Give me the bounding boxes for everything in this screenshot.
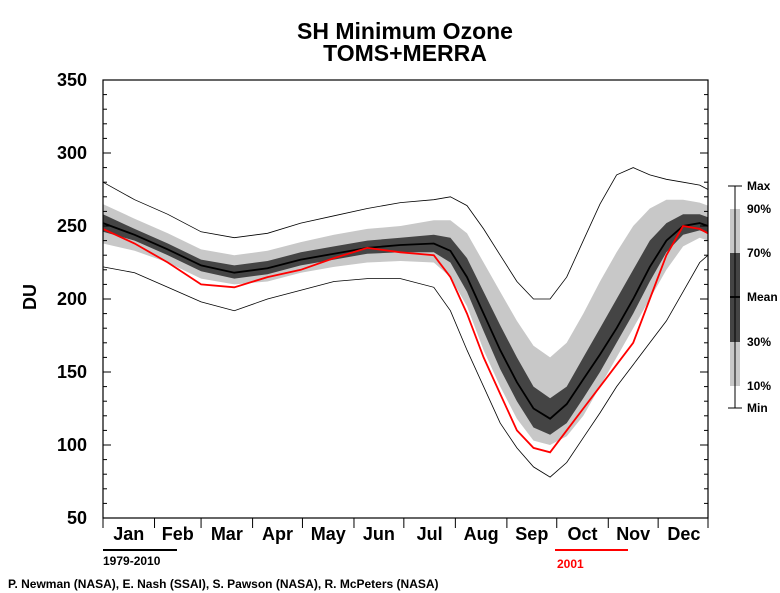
y-tick-label: 50 — [67, 508, 87, 528]
x-month-label: Dec — [667, 524, 700, 544]
y-axis-label: DU — [20, 284, 40, 310]
y-tick-label: 200 — [57, 289, 87, 309]
legend-label: Mean — [747, 290, 778, 304]
plot-area — [102, 167, 709, 478]
y-tick-label: 300 — [57, 143, 87, 163]
x-month-label: Sep — [515, 524, 548, 544]
x-month-label: Jul — [417, 524, 443, 544]
series-min — [102, 254, 709, 478]
series-2001 — [102, 225, 709, 454]
climatology-period-label: 1979-2010 — [103, 554, 161, 568]
legend-label: Max — [747, 179, 771, 193]
y-tick-label: 350 — [57, 70, 87, 90]
x-month-label: Oct — [568, 524, 598, 544]
series-max — [102, 167, 709, 300]
legend: Max 90% 70% Mean 30% 10% Min — [728, 179, 778, 415]
chart-title: SH Minimum Ozone — [297, 18, 513, 44]
x-month-label: Mar — [211, 524, 243, 544]
credits: P. Newman (NASA), E. Nash (SSAI), S. Paw… — [8, 577, 439, 591]
legend-label: Min — [747, 401, 768, 415]
x-month-label: Jan — [113, 524, 144, 544]
x-month-label: Jun — [363, 524, 395, 544]
series-mean — [102, 222, 709, 420]
legend-label: 90% — [747, 202, 771, 216]
x-month-label: Nov — [616, 524, 650, 544]
legend-label: 30% — [747, 335, 771, 349]
x-month-label: Apr — [262, 524, 293, 544]
highlight-year-label: 2001 — [557, 557, 584, 571]
legend-label: 10% — [747, 379, 771, 393]
y-tick-label: 100 — [57, 435, 87, 455]
band-10-90 — [103, 199, 708, 445]
x-month-label: Feb — [162, 524, 194, 544]
axes: 50 100 150 200 250 300 350 Jan Feb Mar Apr May Jun Ju… — [57, 70, 709, 544]
x-month-label: Aug — [464, 524, 499, 544]
x-month-label: May — [311, 524, 346, 544]
y-tick-label: 250 — [57, 216, 87, 236]
legend-label: 70% — [747, 246, 771, 260]
chart-subtitle: TOMS+MERRA — [323, 40, 487, 66]
y-tick-label: 150 — [57, 362, 87, 382]
